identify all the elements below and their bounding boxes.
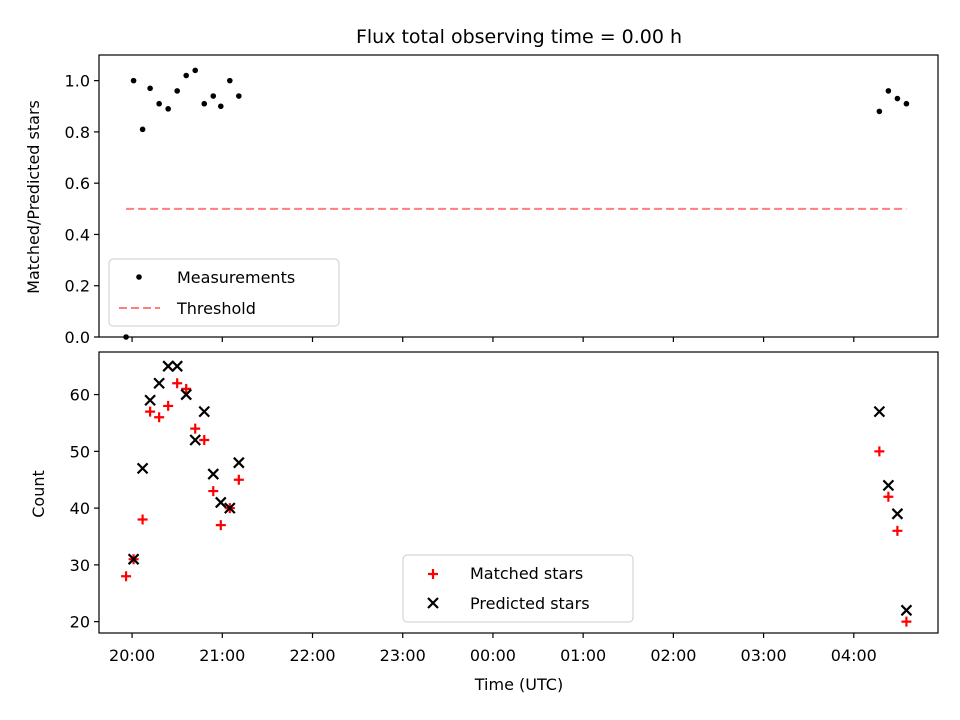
matched-star-point xyxy=(233,474,244,485)
bottom-panel: Count Time (UTC) 20 30 40 50 60 20:00 21:00 22:… xyxy=(29,351,939,694)
y-tick-label: 0.6 xyxy=(65,174,90,193)
measurement-point xyxy=(885,88,892,94)
legend-label-predicted: Predicted stars xyxy=(470,594,590,613)
y-tick-label: 40 xyxy=(70,499,90,518)
y-tick-label: 50 xyxy=(70,442,90,461)
x-tick-label: 20:00 xyxy=(109,646,155,665)
axes-frame xyxy=(98,54,939,338)
measurement-point xyxy=(147,85,153,92)
measurement-point xyxy=(174,88,180,94)
x-tick-label: 01:00 xyxy=(560,646,606,665)
predicted-star-point xyxy=(180,388,192,401)
predicted-star-point xyxy=(215,496,227,509)
matched-star-point xyxy=(181,383,192,394)
top-plot-area xyxy=(123,67,910,340)
legend-label-matched: Matched stars xyxy=(470,564,583,583)
y-tick-label: 30 xyxy=(70,556,90,575)
measurement-point xyxy=(130,77,137,84)
x-tick-label: 02:00 xyxy=(650,646,696,665)
x-tick-label: 21:00 xyxy=(199,646,245,665)
matched-star-point xyxy=(145,406,156,417)
bottom-legend: Matched stars Predicted stars xyxy=(402,554,634,623)
x-axis-label: Time (UTC) xyxy=(474,675,563,694)
measurement-point xyxy=(236,93,242,99)
predicted-star-point xyxy=(873,405,886,418)
predicted-star-point xyxy=(207,468,220,480)
measurement-point xyxy=(217,103,224,110)
matched-star-point xyxy=(172,378,183,389)
measurement-point xyxy=(876,108,883,115)
predicted-star-point xyxy=(224,502,236,514)
predicted-star-point xyxy=(136,462,149,475)
top-legend: Measurements Threshold xyxy=(108,258,340,327)
measurement-point xyxy=(165,106,171,112)
matched-star-point xyxy=(874,446,885,457)
y-tick-label: 0.0 xyxy=(65,328,90,347)
matched-star-point xyxy=(215,520,226,531)
x-tick-label: 00:00 xyxy=(470,646,516,665)
legend-box xyxy=(108,258,340,327)
x-tick-label: 22:00 xyxy=(289,646,335,665)
legend-label-measurements: Measurements xyxy=(177,268,295,287)
legend-marker-measurements xyxy=(136,274,142,280)
axes-frame xyxy=(98,351,939,634)
y-tick-label: 0.4 xyxy=(65,225,90,244)
y-tick-label: 20 xyxy=(70,613,90,632)
bottom-plot-area xyxy=(121,360,913,627)
legend-box xyxy=(402,554,634,623)
x-tick-label: 04:00 xyxy=(831,646,877,665)
y-tick-label: 0.2 xyxy=(65,277,90,296)
predicted-star-point xyxy=(153,377,165,389)
predicted-star-point xyxy=(198,405,211,418)
matched-star-point xyxy=(154,412,165,423)
x-tick-label: 03:00 xyxy=(741,646,787,665)
top-axes: 0.0 0.2 0.4 0.6 0.8 1.0 xyxy=(65,54,939,347)
measurement-point xyxy=(192,67,199,74)
predicted-star-point xyxy=(882,479,895,492)
matched-star-point xyxy=(883,491,894,502)
chart-title: Flux total observing time = 0.00 h xyxy=(356,26,682,48)
predicted-star-point xyxy=(162,360,174,372)
matched-star-point xyxy=(121,571,132,582)
measurement-point xyxy=(903,100,910,107)
matched-star-point xyxy=(892,525,903,536)
measurement-point xyxy=(156,100,162,107)
matched-star-point xyxy=(199,434,210,445)
measurement-point xyxy=(201,100,208,107)
predicted-star-point xyxy=(171,360,183,372)
legend-marker-matched xyxy=(428,569,438,579)
legend-label-threshold: Threshold xyxy=(176,299,256,318)
measurement-point xyxy=(210,93,217,99)
matched-star-point xyxy=(137,514,148,525)
predicted-star-point xyxy=(233,456,245,469)
y-tick-label: 1.0 xyxy=(65,72,90,91)
matched-star-point xyxy=(190,423,201,434)
legend-marker-predicted xyxy=(427,597,439,609)
bottom-axes: 20 30 40 50 60 20:00 21:00 22:00 23:00 00:00 01:00… xyxy=(70,351,939,665)
predicted-star-point xyxy=(144,394,156,407)
top-y-axis-label: Matched/Predicted stars xyxy=(24,100,43,294)
predicted-star-point xyxy=(189,434,202,446)
predicted-star-point xyxy=(900,604,913,617)
matched-star-point xyxy=(163,400,174,411)
top-panel: Flux total observing time = 0.00 h Match… xyxy=(24,26,939,347)
y-tick-label: 0.8 xyxy=(65,123,90,142)
x-tick-label: 23:00 xyxy=(380,646,426,665)
matched-star-point xyxy=(901,616,912,627)
measurement-point xyxy=(894,95,901,102)
measurement-point xyxy=(183,72,190,79)
matched-star-point xyxy=(208,486,219,497)
measurement-point xyxy=(227,77,233,84)
bottom-y-axis-label: Count xyxy=(29,470,48,518)
measurement-point xyxy=(139,126,146,133)
predicted-star-point xyxy=(891,508,904,520)
predicted-star-point xyxy=(127,553,140,565)
y-tick-label: 60 xyxy=(70,386,90,405)
